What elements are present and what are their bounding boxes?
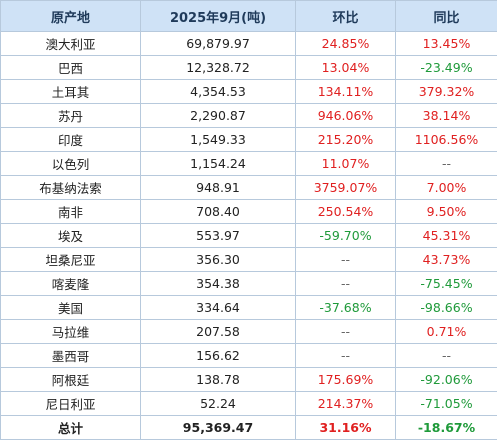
table-row: 印度 1,549.33 215.20% 1106.56% (0, 127, 497, 152)
table-row: 澳大利亚 69,879.97 24.85% 13.45% (0, 31, 497, 56)
cell-yoy: 7.00% (395, 175, 497, 200)
cell-quantity: 356.30 (140, 247, 296, 272)
cell-origin: 马拉维 (0, 319, 141, 344)
cell-origin: 澳大利亚 (0, 31, 141, 56)
cell-mom: 3759.07% (295, 175, 396, 200)
cell-quantity: 52.24 (140, 391, 296, 416)
cell-origin: 坦桑尼亚 (0, 247, 141, 272)
table-row: 马拉维 207.58 -- 0.71% (0, 319, 497, 344)
cell-origin: 巴西 (0, 55, 141, 80)
cell-mom: -- (295, 247, 396, 272)
total-mom: 31.16% (295, 415, 396, 440)
cell-origin: 埃及 (0, 223, 141, 248)
cell-origin: 南非 (0, 199, 141, 224)
cell-yoy: 38.14% (395, 103, 497, 128)
cell-origin: 以色列 (0, 151, 141, 176)
cell-origin: 喀麦隆 (0, 271, 141, 296)
cell-quantity: 553.97 (140, 223, 296, 248)
cell-quantity: 12,328.72 (140, 55, 296, 80)
cell-origin: 布基纳法索 (0, 175, 141, 200)
table-row: 阿根廷 138.78 175.69% -92.06% (0, 367, 497, 392)
cell-yoy: -- (395, 151, 497, 176)
cell-quantity: 1,154.24 (140, 151, 296, 176)
cell-origin: 墨西哥 (0, 343, 141, 368)
cell-mom: 11.07% (295, 151, 396, 176)
cell-origin: 土耳其 (0, 79, 141, 104)
cell-yoy: -98.66% (395, 295, 497, 320)
table-row: 尼日利亚 52.24 214.37% -71.05% (0, 391, 497, 416)
table-row: 以色列 1,154.24 11.07% -- (0, 151, 497, 176)
cell-quantity: 156.62 (140, 343, 296, 368)
cell-mom: -- (295, 343, 396, 368)
table-row: 南非 708.40 250.54% 9.50% (0, 199, 497, 224)
cell-quantity: 69,879.97 (140, 31, 296, 56)
cell-origin: 尼日利亚 (0, 391, 141, 416)
cell-yoy: 1106.56% (395, 127, 497, 152)
total-quantity: 95,369.47 (140, 415, 296, 440)
cell-mom: -59.70% (295, 223, 396, 248)
header-yoy: 同比 (395, 0, 497, 32)
table-row: 巴西 12,328.72 13.04% -23.49% (0, 55, 497, 80)
cell-yoy: 9.50% (395, 199, 497, 224)
table-row: 布基纳法索 948.91 3759.07% 7.00% (0, 175, 497, 200)
table-row: 喀麦隆 354.38 -- -75.45% (0, 271, 497, 296)
cell-quantity: 1,549.33 (140, 127, 296, 152)
cell-yoy: -92.06% (395, 367, 497, 392)
cell-yoy: -71.05% (395, 391, 497, 416)
cell-yoy: 0.71% (395, 319, 497, 344)
total-yoy: -18.67% (395, 415, 497, 440)
header-quantity: 2025年9月(吨) (140, 0, 296, 32)
cell-mom: 175.69% (295, 367, 396, 392)
table-row: 埃及 553.97 -59.70% 45.31% (0, 223, 497, 248)
cell-origin: 苏丹 (0, 103, 141, 128)
header-origin: 原产地 (0, 0, 141, 32)
cell-mom: 13.04% (295, 55, 396, 80)
cell-quantity: 207.58 (140, 319, 296, 344)
cell-mom: 214.37% (295, 391, 396, 416)
cell-mom: 946.06% (295, 103, 396, 128)
cell-mom: 215.20% (295, 127, 396, 152)
cell-mom: 134.11% (295, 79, 396, 104)
cell-yoy: 379.32% (395, 79, 497, 104)
cell-origin: 印度 (0, 127, 141, 152)
table-row: 苏丹 2,290.87 946.06% 38.14% (0, 103, 497, 128)
cell-quantity: 334.64 (140, 295, 296, 320)
header-row: 原产地 2025年9月(吨) 环比 同比 (0, 0, 497, 32)
table-row: 坦桑尼亚 356.30 -- 43.73% (0, 247, 497, 272)
cell-yoy: -23.49% (395, 55, 497, 80)
cell-yoy: -- (395, 343, 497, 368)
cell-quantity: 948.91 (140, 175, 296, 200)
cell-origin: 美国 (0, 295, 141, 320)
cell-mom: -- (295, 319, 396, 344)
total-row: 总计 95,369.47 31.16% -18.67% (0, 415, 497, 440)
cell-mom: -37.68% (295, 295, 396, 320)
cell-quantity: 138.78 (140, 367, 296, 392)
cell-mom: -- (295, 271, 396, 296)
table-row: 土耳其 4,354.53 134.11% 379.32% (0, 79, 497, 104)
cell-origin: 阿根廷 (0, 367, 141, 392)
cell-yoy: 45.31% (395, 223, 497, 248)
cell-mom: 24.85% (295, 31, 396, 56)
total-label: 总计 (0, 415, 141, 440)
cell-quantity: 354.38 (140, 271, 296, 296)
table-row: 美国 334.64 -37.68% -98.66% (0, 295, 497, 320)
cell-mom: 250.54% (295, 199, 396, 224)
cell-quantity: 708.40 (140, 199, 296, 224)
cell-yoy: 13.45% (395, 31, 497, 56)
cell-yoy: -75.45% (395, 271, 497, 296)
cell-quantity: 4,354.53 (140, 79, 296, 104)
cell-quantity: 2,290.87 (140, 103, 296, 128)
header-mom: 环比 (295, 0, 396, 32)
cell-yoy: 43.73% (395, 247, 497, 272)
table-row: 墨西哥 156.62 -- -- (0, 343, 497, 368)
